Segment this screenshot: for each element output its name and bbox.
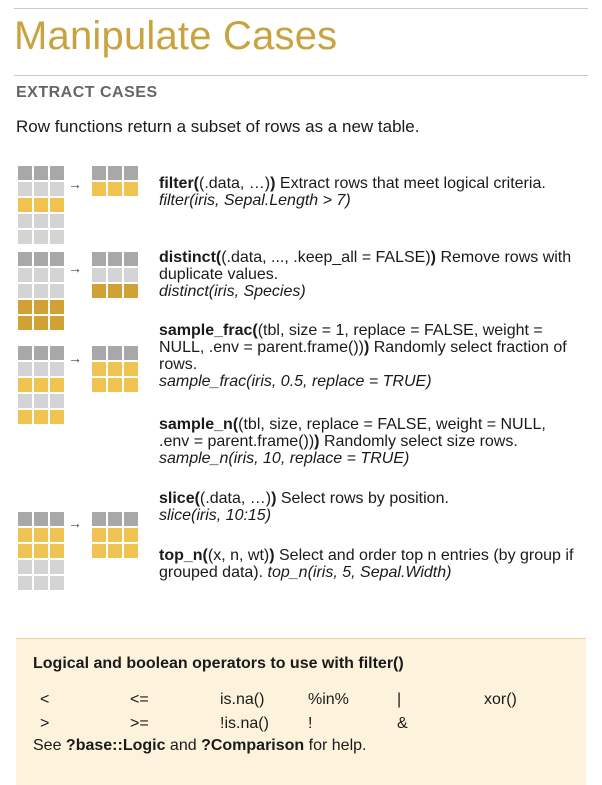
function-description: Remove rows with duplicate values. [159,249,572,283]
function-filter: filter((.data, …)) Extract rows that mee… [159,175,546,209]
section-heading: EXTRACT CASES [16,84,158,101]
function-description: Select rows by position. [276,490,449,507]
help-text: See [33,737,66,754]
section-divider [14,75,588,76]
function-description: Extract rows that meet logical criteria. [275,175,546,192]
operator: xor() [484,691,517,708]
page-title: Manipulate Cases [14,14,338,58]
function-name: filter [159,175,194,192]
function-signature: (tbl, size, replace = FALSE, weight = NU… [159,416,546,450]
function-example: sample_n(iris, 10, replace = TRUE) [159,450,410,467]
table-grid-icon [18,166,64,244]
table-grid-icon [92,346,138,392]
section-intro: Row functions return a subset of rows as… [16,117,420,136]
function-description: Randomly select size rows. [319,433,518,450]
function-distinct: distinct((.data, ..., .keep_all = FALSE)… [159,249,572,300]
table-grid-icon [92,512,138,558]
function-slice: slice((.data, …)) Select rows by positio… [159,490,449,524]
function-example: filter(iris, Sepal.Length > 7) [159,192,351,209]
function-description: Randomly select fraction of rows. [159,339,567,373]
function-example: distinct(iris, Species) [159,283,306,300]
operator: | [397,691,402,708]
table-grid-icon [18,512,64,590]
operator: >= [130,715,149,732]
function-name: distinct [159,249,216,266]
table-grid-icon [18,346,64,424]
function-sample-frac: sample_frac((tbl, size = 1, replace = FA… [159,322,567,390]
operator: <= [130,691,149,708]
function-name: sample_frac [159,322,253,339]
function-sample-n: sample_n((tbl, size, replace = FALSE, we… [159,416,546,467]
arrow-right-icon: → [68,350,82,366]
help-logic-link: ?base::Logic [65,737,166,754]
arrow-right-icon: → [68,176,82,192]
help-text: and [165,737,202,754]
top-divider [14,8,588,9]
help-text: for help. [304,737,367,754]
operator: ! [308,715,313,732]
table-grid-icon [92,166,138,196]
function-signature: (.data, ..., .keep_all = FALSE) [221,249,431,266]
function-description: Select and order top n entries (by group… [159,547,574,581]
function-signature: (tbl, size = 1, replace = FALSE, weight … [159,322,543,356]
table-grid-icon [92,252,138,298]
function-name: top_n [159,547,203,564]
function-example: sample_frac(iris, 0.5, replace = TRUE) [159,373,432,390]
function-example: top_n(iris, 5, Sepal.Width) [267,564,452,581]
operators-box: Logical and boolean operators to use wit… [16,638,586,785]
operator: & [397,715,408,732]
arrow-right-icon: → [68,515,82,531]
operator: > [40,715,50,732]
operator: !is.na() [220,715,269,732]
function-signature: (x, n, wt) [207,547,270,564]
function-example: slice(iris, 10:15) [159,507,272,524]
function-name: sample_n [159,416,233,433]
operators-box-title: Logical and boolean operators to use wit… [33,655,404,672]
help-comparison-link: ?Comparison [201,737,305,754]
function-name: slice [159,490,195,507]
arrow-right-icon: → [68,260,82,276]
operator: %in% [308,691,349,708]
operator: < [40,691,50,708]
table-grid-icon [18,252,64,330]
function-top-n: top_n((x, n, wt)) Select and order top n… [159,547,574,581]
function-signature: (.data, …) [199,175,271,192]
function-signature: (.data, …) [199,490,272,507]
operator: is.na() [220,691,265,708]
help-note: See ?base::Logic and ?Comparison for hel… [33,737,366,755]
